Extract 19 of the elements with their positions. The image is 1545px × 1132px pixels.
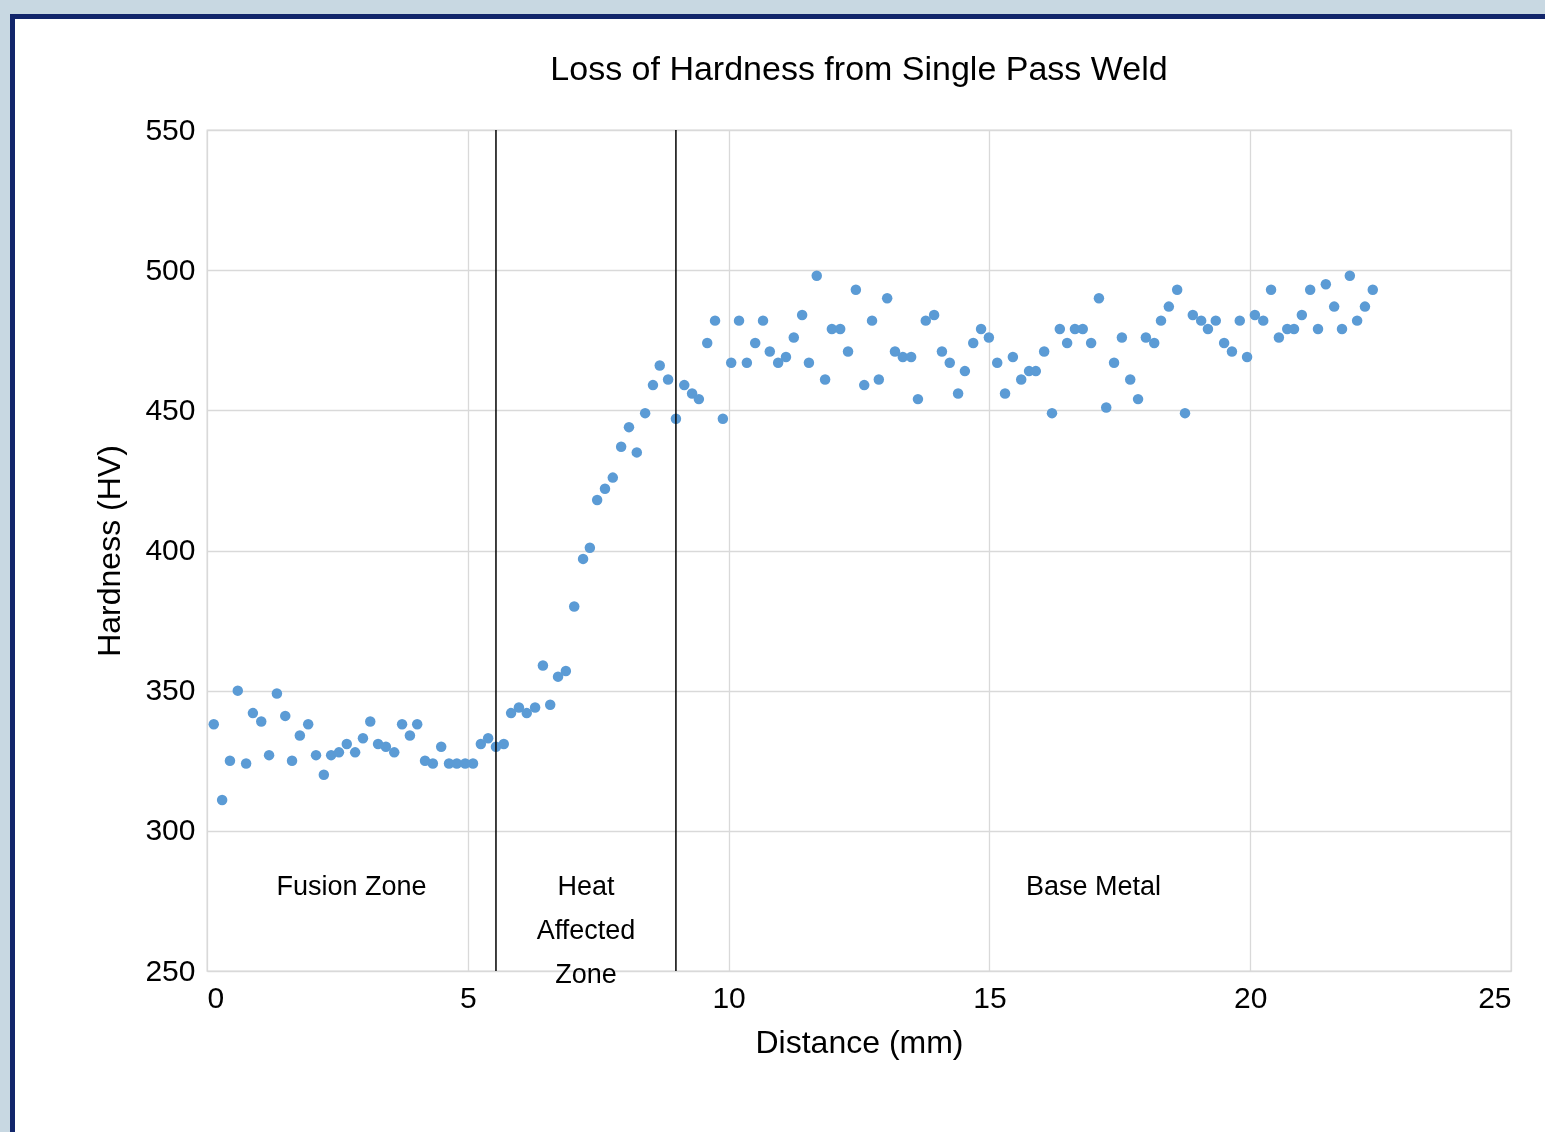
x-axis-title: Distance (mm) bbox=[755, 1023, 964, 1060]
annotation: Heat Affected Zone bbox=[536, 871, 636, 989]
y-tick-label: 450 bbox=[145, 392, 196, 426]
chart-title: Loss of Hardness from Single Pass Weld bbox=[550, 49, 1168, 87]
y-tick-label: 550 bbox=[145, 112, 196, 146]
y-tick-label: 400 bbox=[145, 533, 196, 566]
x-tick-label: 5 bbox=[459, 980, 477, 1014]
x-tick-label: 10 bbox=[712, 980, 746, 1014]
annotation: Base Metal bbox=[1025, 871, 1161, 901]
x-tick-label: 0 bbox=[207, 980, 225, 1014]
y-tick-label: 300 bbox=[145, 813, 196, 847]
x-tick-label: 15 bbox=[973, 980, 1007, 1014]
y-tick-label: 500 bbox=[145, 252, 196, 286]
x-tick-label: 20 bbox=[1234, 980, 1268, 1014]
annotation: Fusion Zone bbox=[276, 871, 427, 901]
y-tick-label: 350 bbox=[145, 673, 196, 707]
y-axis-title: Hardness (HV) bbox=[91, 445, 128, 657]
x-tick-label: 25 bbox=[1478, 980, 1512, 1014]
y-tick-label: 250 bbox=[145, 953, 196, 987]
